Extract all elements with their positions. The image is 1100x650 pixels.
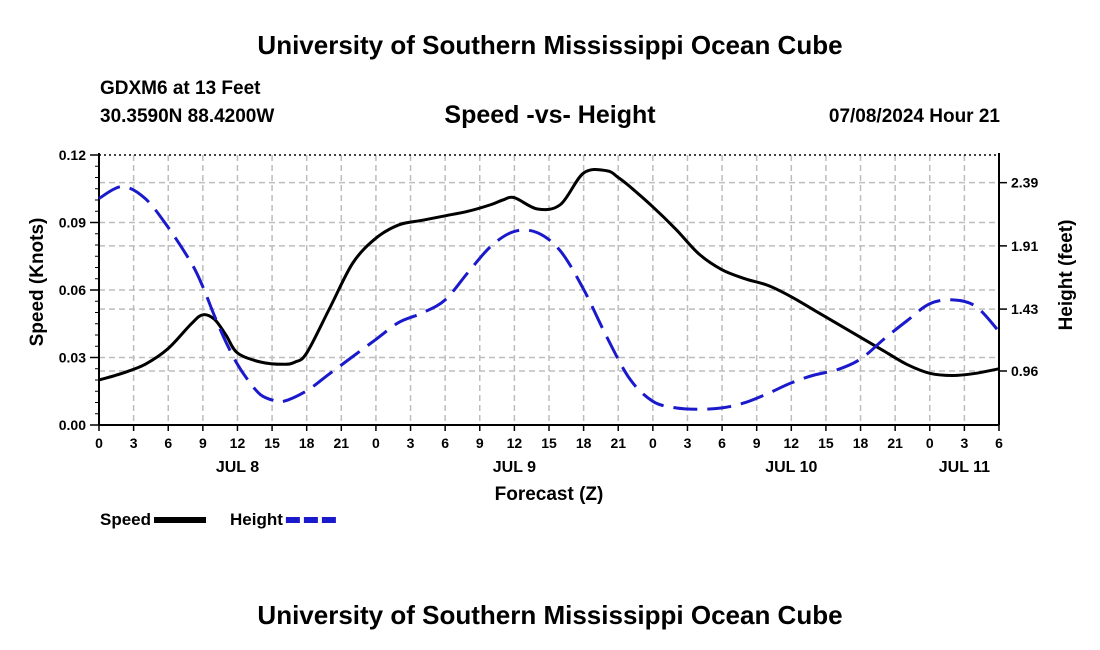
- right-tick-label: 0.96: [1011, 363, 1038, 379]
- right-tick-label: 1.43: [1011, 301, 1038, 317]
- x-tick-label: 3: [684, 435, 692, 451]
- day-label: JUL 11: [939, 459, 990, 476]
- left-tick-label: 0.00: [59, 417, 86, 433]
- x-axis-title: Forecast (Z): [495, 484, 604, 505]
- x-tick-label: 0: [649, 435, 657, 451]
- x-tick-label: 12: [507, 435, 523, 451]
- x-tick-label: 0: [926, 435, 934, 451]
- day-label: JUL 9: [493, 459, 536, 476]
- page-title-bottom: University of Southern Mississippi Ocean…: [257, 600, 843, 630]
- x-tick-label: 21: [334, 435, 350, 451]
- day-label: JUL 10: [765, 459, 817, 476]
- x-tick-label: 15: [264, 435, 280, 451]
- x-tick-label: 3: [407, 435, 415, 451]
- x-tick-label: 21: [887, 435, 903, 451]
- x-tick-label: 6: [164, 435, 172, 451]
- x-tick-label: 6: [995, 435, 1003, 451]
- x-tick-label: 12: [784, 435, 800, 451]
- left-tick-label: 0.09: [59, 215, 86, 231]
- series-line-speed: [98, 167, 1000, 382]
- x-tick-label: 15: [818, 435, 834, 451]
- x-tick-label: 6: [718, 435, 726, 451]
- legend-label-height: Height: [230, 510, 283, 529]
- x-tick-label: 21: [610, 435, 626, 451]
- x-tick-label: 9: [476, 435, 484, 451]
- x-tick-label: 3: [130, 435, 138, 451]
- x-tick-label: 9: [199, 435, 207, 451]
- x-tick-label: 6: [441, 435, 449, 451]
- left-tick-label: 0.03: [59, 350, 86, 366]
- left-tick-label: 0.06: [59, 282, 86, 298]
- x-tick-label: 3: [960, 435, 968, 451]
- legend-label-speed: Speed: [100, 510, 151, 529]
- station-label: GDXM6 at 13 Feet: [100, 78, 261, 99]
- x-tick-label: 18: [299, 435, 315, 451]
- coordinates-label: 30.3590N 88.4200W: [100, 106, 275, 127]
- series-line-height: [98, 185, 1001, 411]
- right-tick-label: 2.39: [1011, 175, 1038, 191]
- chart-subtitle: Speed -vs- Height: [444, 101, 656, 129]
- y-axis-title-right: Height (feet): [1056, 220, 1077, 331]
- x-tick-label: 0: [372, 435, 380, 451]
- page-title-top: University of Southern Mississippi Ocean…: [257, 30, 843, 60]
- x-tick-label: 15: [541, 435, 557, 451]
- right-tick-label: 1.91: [1011, 238, 1038, 254]
- x-tick-label: 18: [853, 435, 869, 451]
- x-tick-label: 0: [95, 435, 103, 451]
- x-tick-label: 9: [753, 435, 761, 451]
- x-tick-label: 18: [576, 435, 592, 451]
- day-label: JUL 8: [216, 459, 259, 476]
- left-tick-label: 0.12: [59, 147, 86, 163]
- x-tick-label: 12: [230, 435, 246, 451]
- y-axis-title-left: Speed (Knots): [27, 218, 48, 347]
- timestamp-label: 07/08/2024 Hour 21: [828, 106, 1000, 127]
